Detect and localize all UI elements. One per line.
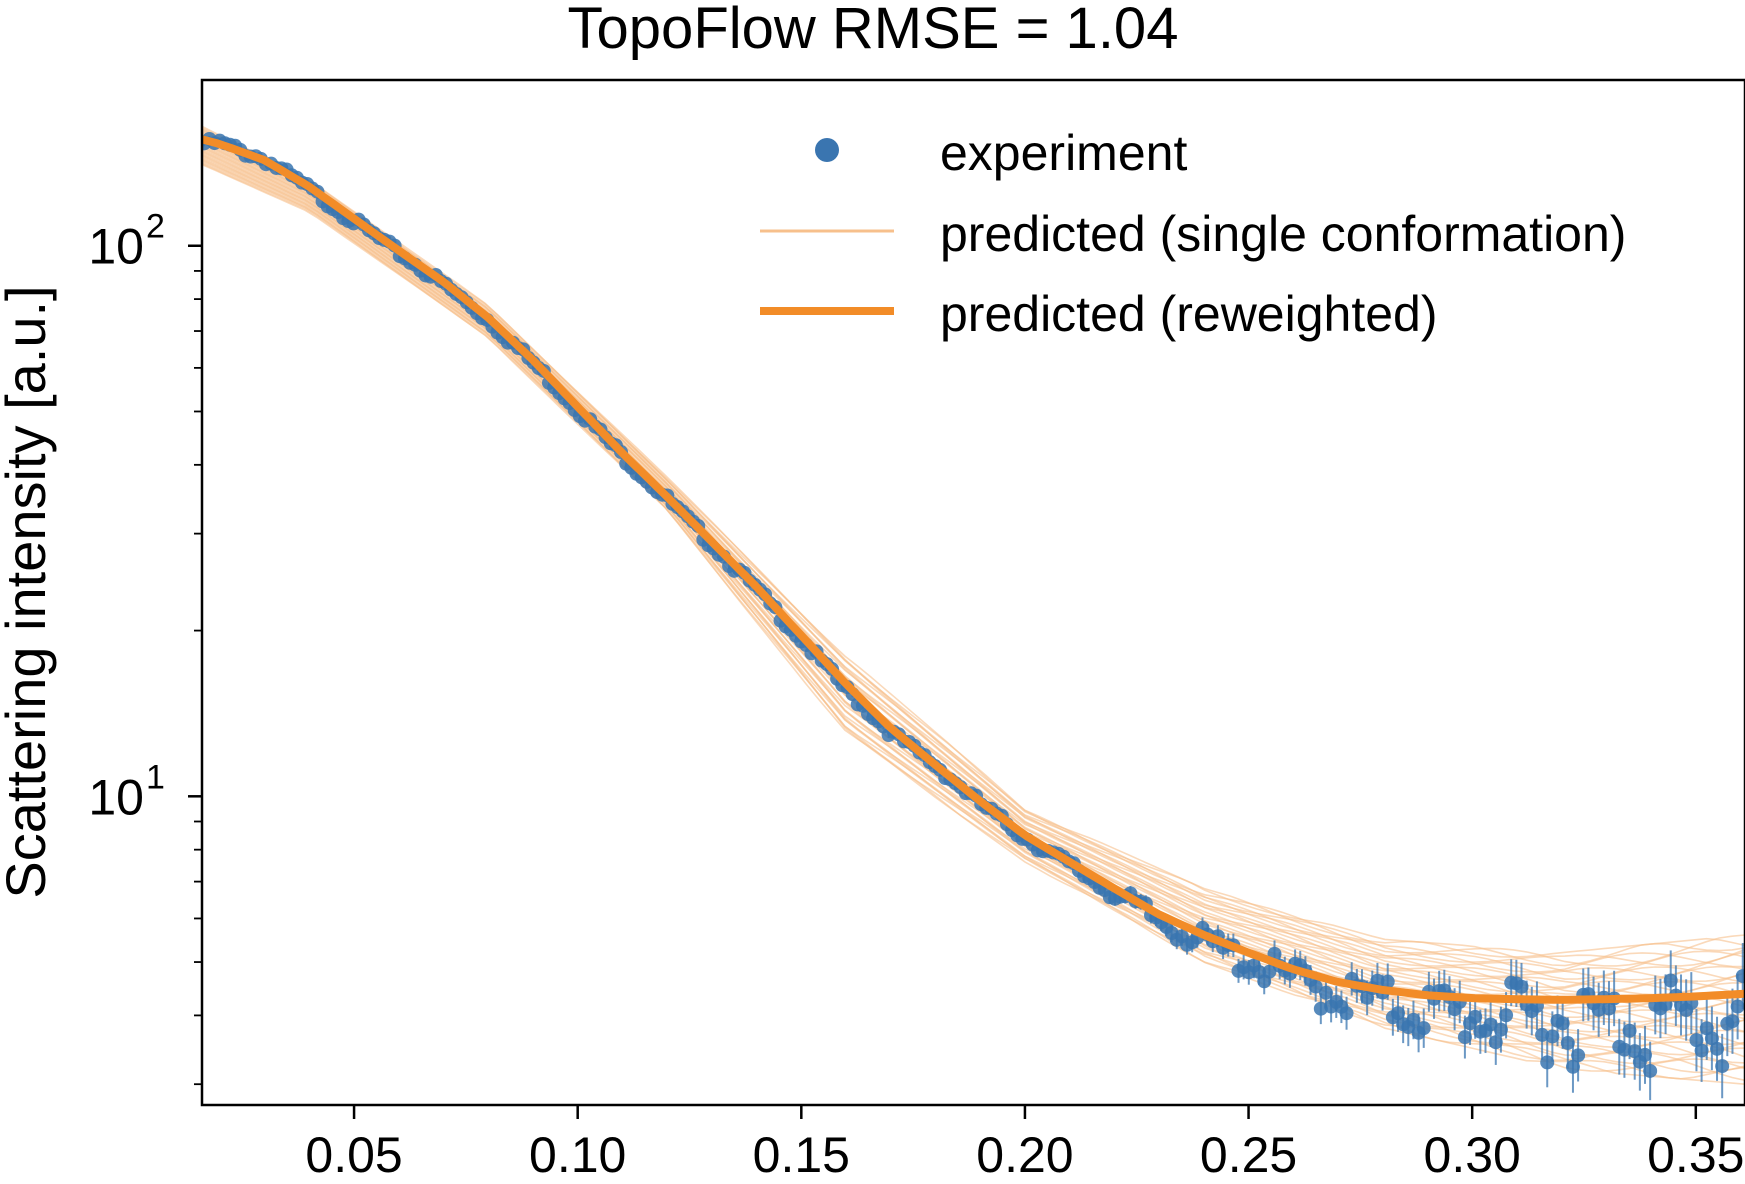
experiment-point: [1555, 1016, 1570, 1031]
single-conformation-line: [202, 135, 1745, 989]
experiment-point: [1637, 1047, 1652, 1062]
y-tick-label: 10: [88, 219, 144, 275]
y-tick-label: 10: [88, 769, 144, 825]
experiment-point: [1391, 1006, 1406, 1021]
chart-title: TopoFlow RMSE = 1.04: [568, 0, 1179, 61]
reweighted-line: [202, 135, 1745, 1004]
experiment-point: [1715, 1059, 1730, 1074]
chart-legend: experiment predicted (single conformatio…: [760, 125, 1626, 342]
experiment-point: [1565, 1059, 1580, 1074]
reweighted-curve: [202, 135, 1745, 1004]
experiment-point: [1730, 999, 1745, 1014]
x-tick-label: 0.20: [976, 1127, 1073, 1179]
single-conformation-line: [202, 136, 1745, 994]
y-axis-label: Scattering intensity [a.u.]: [0, 285, 57, 898]
plot-area: [202, 125, 1745, 1101]
legend-label-experiment: experiment: [940, 125, 1187, 181]
experiment-point: [1591, 1002, 1606, 1017]
experiment-point: [1308, 979, 1323, 994]
experiment-point: [1262, 964, 1277, 979]
x-tick-label: 0.35: [1647, 1127, 1744, 1179]
experiment-point: [1535, 1027, 1550, 1042]
experiment-point: [1457, 1030, 1472, 1045]
experiment-point: [1710, 1041, 1725, 1056]
single-conformation-line: [202, 162, 1745, 1080]
experiment-point: [1488, 1035, 1503, 1050]
experiment-point: [1560, 1035, 1575, 1050]
y-tick-exponent: 2: [146, 208, 165, 246]
single-conformation-line: [202, 153, 1745, 1049]
x-tick-label: 0.05: [305, 1127, 402, 1179]
legend-label-single: predicted (single conformation): [940, 206, 1626, 262]
legend-marker-experiment: [815, 138, 839, 162]
experiment-point: [1689, 1033, 1704, 1048]
experiment-point: [1380, 974, 1395, 989]
experiment-point: [1545, 1029, 1560, 1044]
experiment-point: [1643, 1063, 1658, 1078]
experiment-point: [1468, 1009, 1483, 1024]
x-tick-label: 0.10: [529, 1127, 626, 1179]
single-conformation-line: [202, 127, 1745, 967]
experiment-point: [1318, 985, 1333, 1000]
experiment-point: [1694, 1043, 1709, 1058]
y-tick-exponent: 1: [146, 758, 165, 796]
experiment-point: [1514, 979, 1529, 994]
x-tick-label: 0.30: [1424, 1127, 1521, 1179]
experiment-point: [1493, 1022, 1508, 1037]
experiment-point: [1339, 1006, 1354, 1021]
experiment-points: [202, 131, 1745, 1101]
experiment-point: [1735, 969, 1745, 984]
experiment-point: [1571, 1048, 1586, 1063]
experiment-point: [1406, 1012, 1421, 1027]
experiment-point: [1540, 1055, 1555, 1070]
single-conformation-line: [202, 125, 1745, 958]
experiment-point: [1416, 1021, 1431, 1036]
plot-frame: [200, 78, 1745, 1107]
experiment-point: [1617, 1042, 1632, 1057]
experiment-point: [1663, 973, 1678, 988]
x-axis-ticks: 0.05 0.10 0.15 0.20 0.25 0.30 0.35: [305, 1105, 1744, 1183]
experiment-point: [1704, 1031, 1719, 1046]
experiment-point: [1499, 1008, 1514, 1023]
experiment-point: [1622, 1023, 1637, 1038]
experiment-point: [1725, 1014, 1740, 1029]
legend-label-reweighted: predicted (reweighted): [940, 286, 1438, 342]
x-tick-label: 0.25: [1200, 1127, 1297, 1179]
experiment-point: [1483, 1017, 1498, 1032]
x-tick-label: 0.15: [753, 1127, 850, 1179]
experiment-point: [1370, 973, 1385, 988]
